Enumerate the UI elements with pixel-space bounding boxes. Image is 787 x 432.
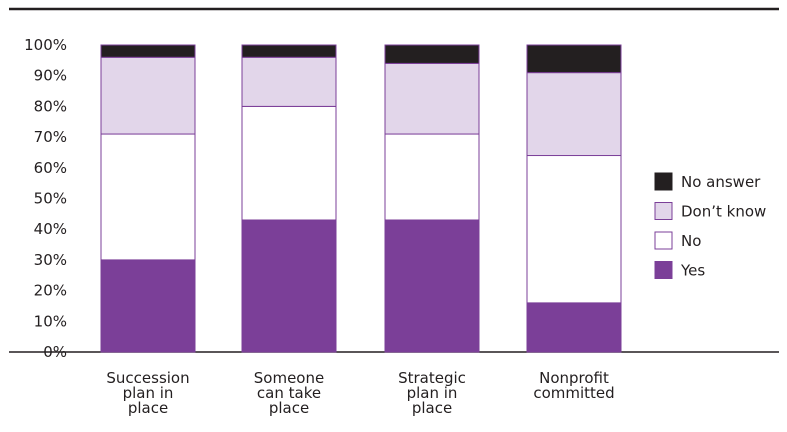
category-label: Strategic plan in place bbox=[398, 369, 466, 417]
bar-segment-don-t-know bbox=[100, 56, 196, 135]
category-label: Succession plan in place bbox=[106, 369, 189, 417]
legend-swatch bbox=[654, 231, 673, 250]
legend-swatch bbox=[654, 202, 673, 220]
y-tick-label: 60% bbox=[34, 159, 67, 177]
bar-segment-yes bbox=[526, 302, 622, 353]
bar-segment-don-t-know bbox=[241, 56, 337, 107]
y-tick-label: 80% bbox=[34, 97, 67, 115]
y-tick-label: 20% bbox=[34, 282, 67, 300]
y-tick-label: 50% bbox=[34, 190, 67, 208]
legend-label: No bbox=[681, 232, 701, 250]
y-tick-label: 70% bbox=[34, 128, 67, 146]
legend-label: Yes bbox=[680, 262, 705, 280]
bar-segment-yes bbox=[100, 259, 196, 353]
y-axis-ticks: 0% 10% 20% 30% 40% 50% 60% 70% 80% 90% 100% bbox=[24, 36, 67, 361]
y-tick-label: 40% bbox=[34, 220, 67, 238]
legend: No answer Don’t know No Yes bbox=[654, 172, 766, 280]
y-tick-label: 10% bbox=[34, 312, 67, 330]
y-tick-label: 0% bbox=[43, 343, 67, 361]
category-labels: Succession plan in place Someone can take pla… bbox=[106, 369, 614, 417]
bar-segment-no-answer bbox=[100, 44, 196, 58]
bar-segment-no bbox=[526, 155, 622, 304]
bar-segment-yes bbox=[241, 219, 337, 353]
legend-label: No answer bbox=[681, 173, 761, 191]
bar-segment-no-answer bbox=[241, 44, 337, 58]
legend-swatch bbox=[654, 172, 673, 191]
bar-segment-no bbox=[241, 105, 337, 221]
bar-segment-no-answer bbox=[526, 44, 622, 74]
bar-segment-yes bbox=[384, 219, 480, 353]
bar-segment-no bbox=[100, 133, 196, 261]
y-tick-label: 30% bbox=[34, 251, 67, 269]
bar-segment-don-t-know bbox=[384, 62, 480, 135]
legend-swatch bbox=[654, 261, 673, 279]
bar-segment-no-answer bbox=[384, 44, 480, 64]
bar-segment-don-t-know bbox=[526, 72, 622, 157]
legend-label: Don’t know bbox=[681, 203, 766, 221]
category-label: Someone can take place bbox=[254, 369, 324, 417]
category-label: Nonprofit committed bbox=[533, 369, 614, 402]
y-tick-label: 100% bbox=[24, 36, 67, 54]
y-tick-label: 90% bbox=[34, 67, 67, 85]
bar-segment-no bbox=[384, 133, 480, 221]
bars bbox=[100, 44, 622, 353]
